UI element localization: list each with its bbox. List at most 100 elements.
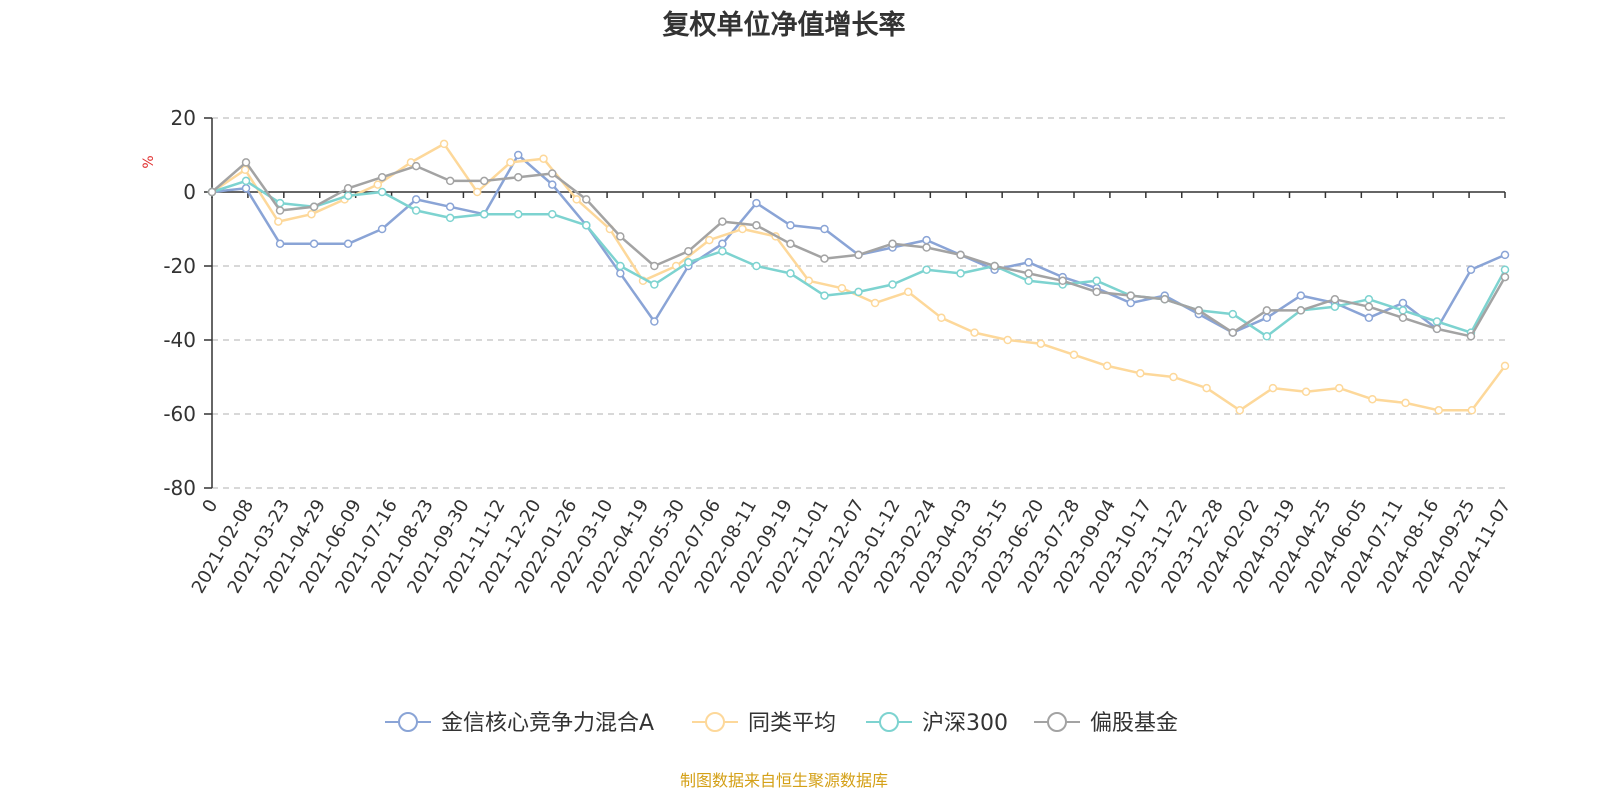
data-point	[922, 265, 931, 274]
data-point	[922, 235, 931, 245]
data-point	[513, 209, 523, 219]
legend-item[interactable]: 金信核心竞争力混合A	[385, 711, 654, 736]
data-point	[786, 221, 795, 230]
data-point	[513, 172, 523, 182]
data-point	[820, 254, 829, 263]
data-point	[970, 328, 979, 337]
data-point	[373, 180, 383, 189]
data-point	[479, 209, 489, 219]
data-point	[309, 202, 319, 212]
data-point	[616, 232, 625, 241]
data-point	[1136, 369, 1145, 378]
data-point	[616, 261, 625, 271]
data-point	[1160, 295, 1169, 304]
y-tick-label: -60	[163, 402, 196, 426]
data-point	[870, 298, 880, 308]
data-point	[513, 150, 523, 160]
data-point	[786, 239, 795, 249]
data-point	[1398, 306, 1408, 315]
legend-item[interactable]: 偏股基金	[1034, 711, 1178, 736]
data-point	[445, 176, 455, 186]
data-point	[956, 269, 965, 278]
data-point	[472, 187, 482, 197]
source-credit: 制图数据来自恒生聚源数据库	[680, 771, 888, 790]
legend-label: 同类平均	[748, 711, 836, 736]
data-point	[1434, 406, 1443, 415]
data-point	[539, 154, 548, 163]
data-point	[241, 158, 251, 167]
data-point	[1202, 383, 1211, 393]
data-point	[275, 206, 285, 215]
data-point	[956, 250, 965, 260]
y-tick-label: 20	[171, 106, 196, 130]
data-point	[888, 280, 897, 289]
data-point	[854, 287, 863, 297]
data-point	[1500, 361, 1510, 371]
legend-marker	[398, 712, 418, 732]
axis-layer: 200-20-40-60-8002021-02-082021-03-232021…	[163, 106, 1515, 597]
data-point	[684, 246, 693, 256]
legend[interactable]: 金信核心竞争力混合A 同类平均 沪深300 偏股基金	[385, 711, 1178, 736]
data-point	[1401, 398, 1410, 408]
legend-item[interactable]: 沪深300	[866, 711, 1008, 736]
data-point	[1301, 387, 1311, 397]
data-point	[343, 239, 353, 249]
data-point	[548, 180, 557, 189]
series-2	[207, 139, 1510, 415]
data-point	[854, 250, 863, 260]
y-tick-label: -40	[163, 328, 196, 352]
data-point	[1092, 287, 1101, 297]
data-point	[1466, 332, 1476, 341]
data-point	[1364, 313, 1374, 323]
data-point	[479, 176, 489, 186]
data-point	[548, 209, 557, 219]
y-axis-unit-label: %	[141, 155, 157, 168]
legend-label: 沪深300	[922, 711, 1008, 736]
data-point	[1092, 276, 1101, 286]
data-point	[650, 317, 659, 326]
data-point	[1466, 265, 1476, 274]
data-point	[343, 191, 353, 200]
data-point	[275, 239, 285, 249]
data-point	[1058, 276, 1067, 286]
data-point	[1368, 394, 1377, 404]
data-point	[1330, 295, 1340, 304]
data-point	[548, 169, 557, 178]
series-4	[207, 158, 1510, 341]
data-point	[1296, 306, 1306, 315]
data-point	[506, 158, 515, 167]
data-point	[820, 224, 829, 234]
data-point	[1102, 361, 1112, 371]
data-point	[1432, 324, 1442, 334]
y-tick-label: 0	[183, 180, 196, 204]
data-point	[343, 184, 353, 193]
data-point	[582, 195, 591, 204]
legend-marker	[705, 712, 725, 732]
data-point	[241, 184, 251, 193]
y-tick-label: -80	[163, 476, 196, 500]
data-point	[1024, 258, 1033, 267]
legend-item[interactable]: 同类平均	[692, 711, 836, 736]
data-point	[1500, 250, 1510, 260]
legend-marker	[1047, 712, 1067, 732]
data-point	[1262, 332, 1272, 341]
series-line	[211, 142, 1507, 412]
data-point	[1126, 291, 1135, 300]
data-point	[1330, 302, 1340, 311]
data-point	[1500, 265, 1510, 274]
data-point	[1194, 306, 1204, 315]
data-point	[1126, 298, 1135, 308]
data-point	[922, 243, 931, 252]
data-point	[718, 239, 727, 249]
data-point	[684, 258, 693, 267]
data-point	[1398, 313, 1408, 323]
data-point	[1262, 306, 1272, 315]
data-point	[718, 217, 727, 226]
data-point	[786, 269, 795, 278]
data-point	[572, 195, 581, 204]
data-point	[309, 239, 319, 249]
data-point	[752, 221, 761, 230]
data-point	[1334, 383, 1344, 393]
x-tick-label: 0	[198, 496, 222, 516]
data-point	[1467, 406, 1477, 415]
